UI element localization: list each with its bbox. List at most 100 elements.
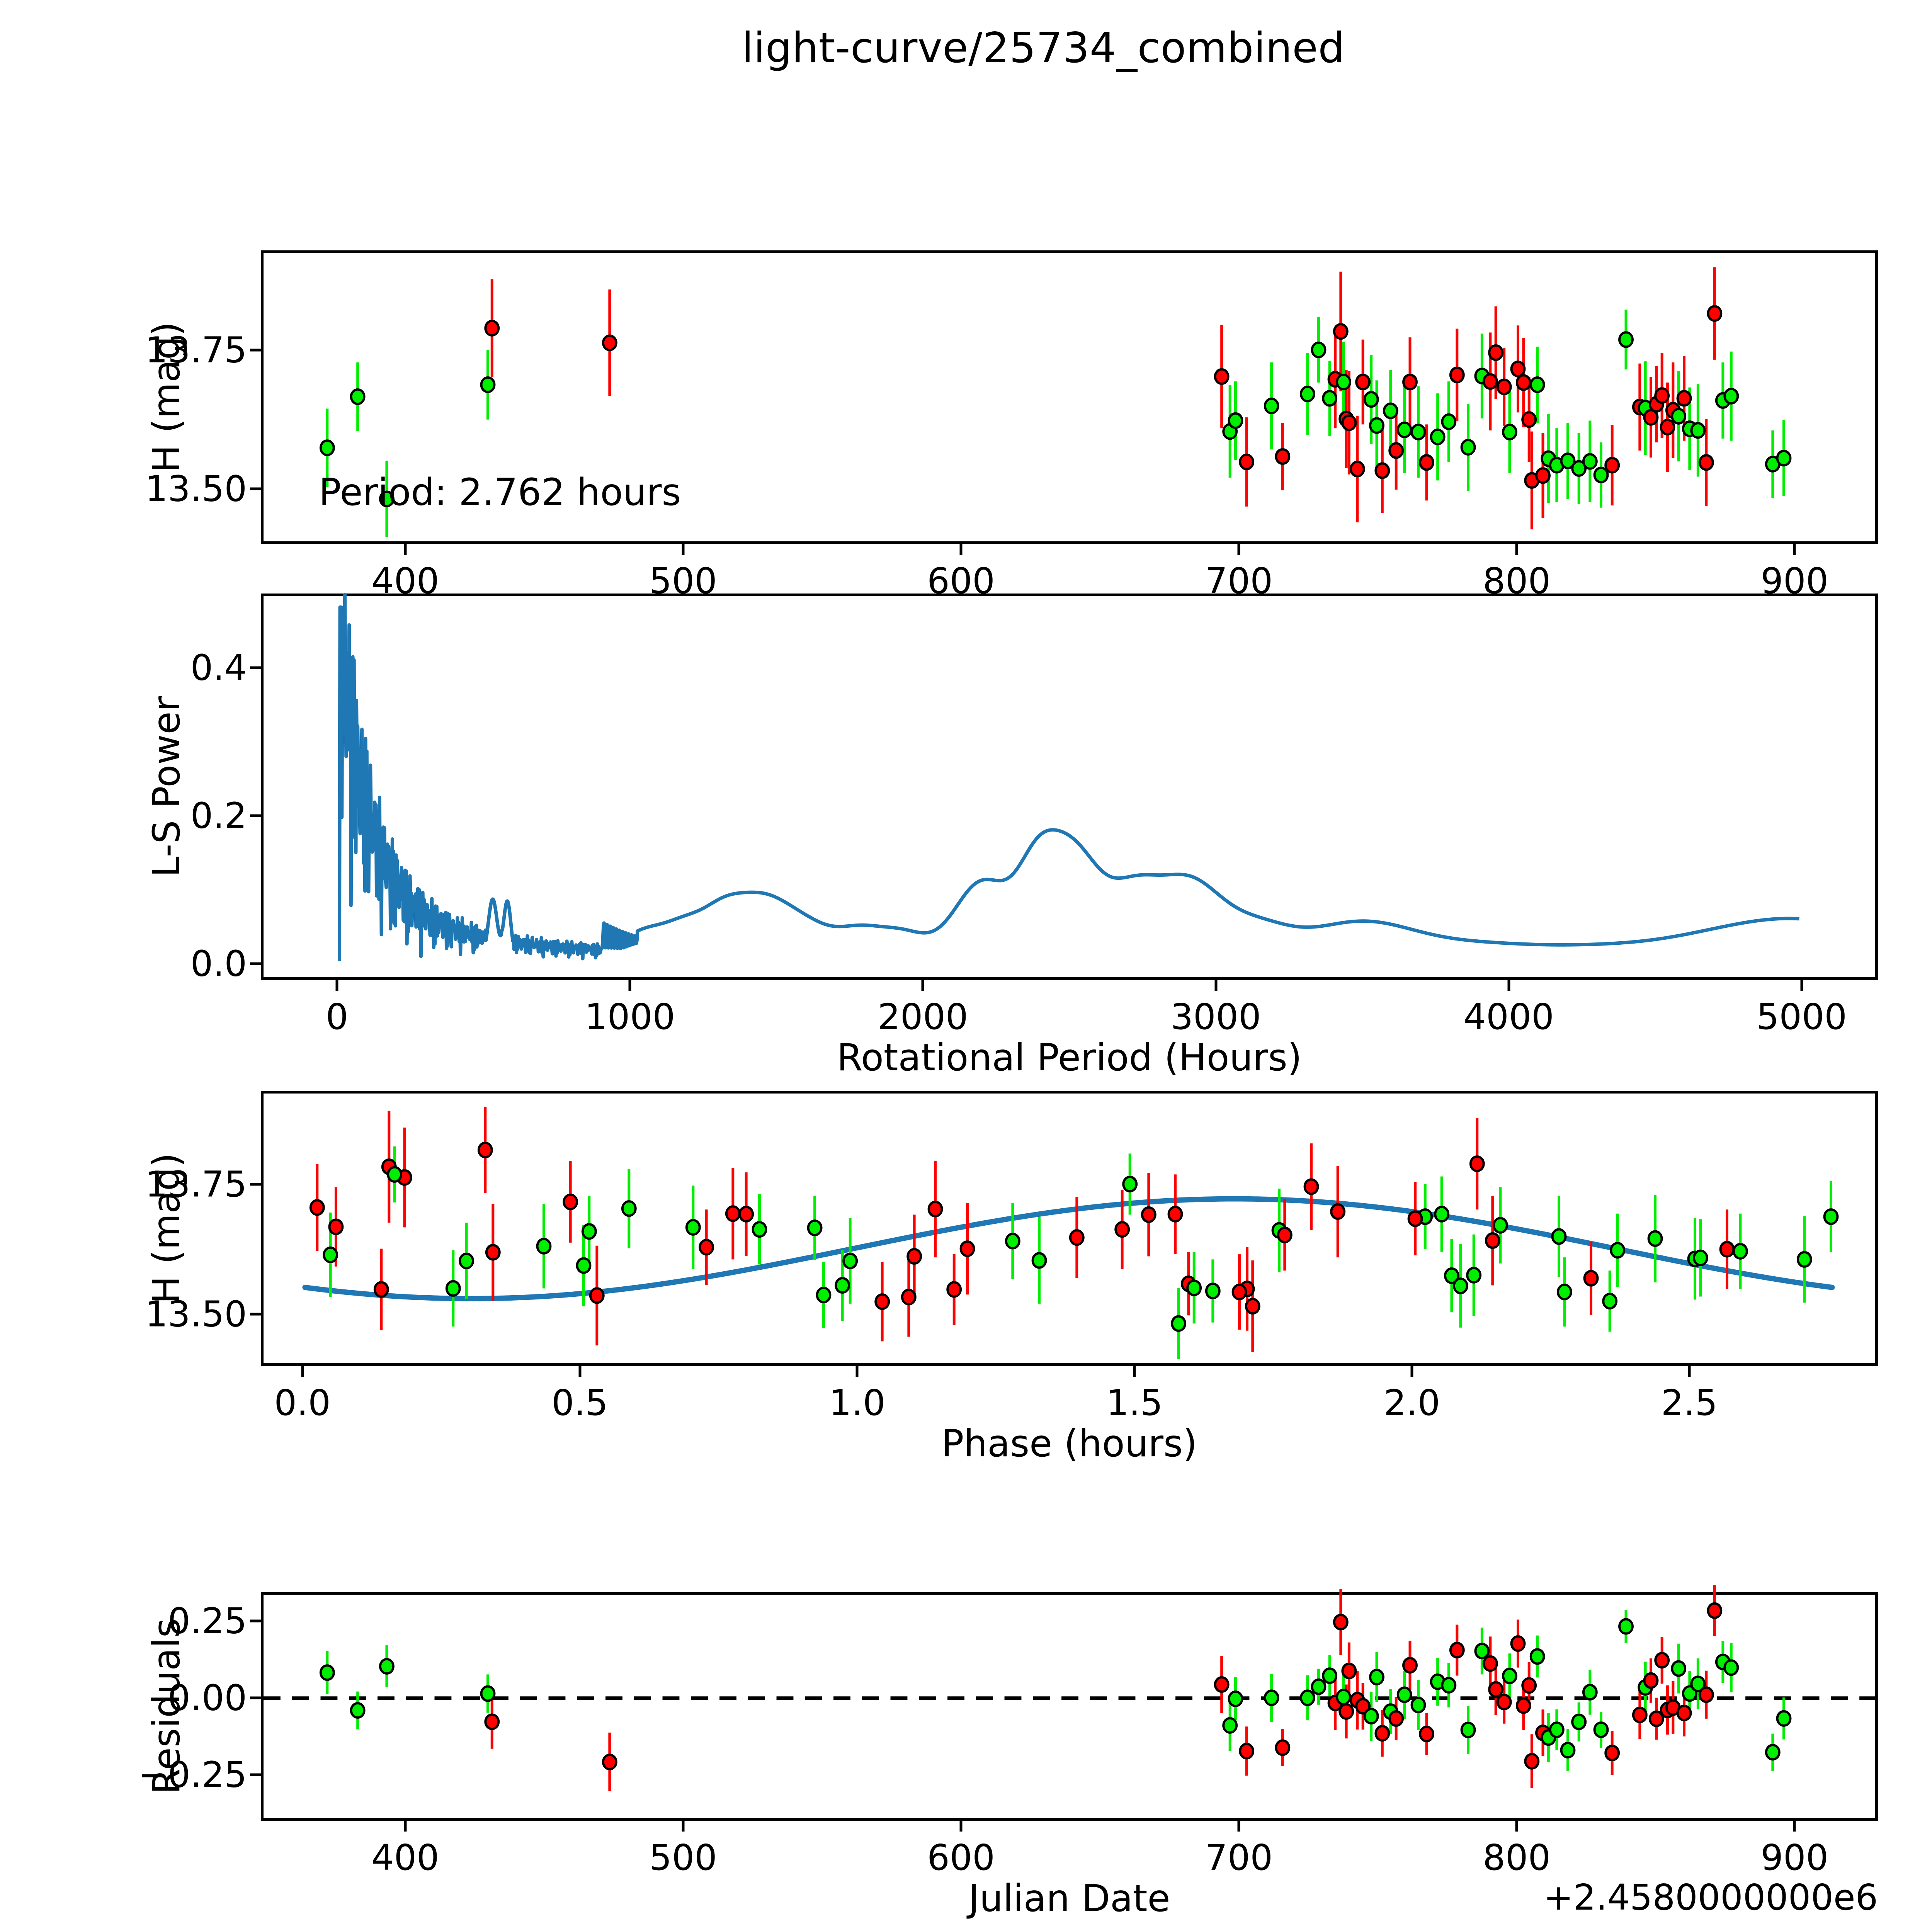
x-tick-mark [1237,544,1240,555]
y-tick-mark [250,814,261,817]
x-tick-label: 1000 [585,996,675,1037]
data-point-marker [1560,1742,1576,1759]
data-point-marker [1205,1282,1221,1299]
data-point-marker [685,1219,701,1236]
x-tick-label: 900 [1760,1837,1829,1878]
data-point-marker [1336,373,1351,391]
data-point-marker [379,490,395,507]
data-point-marker [373,1281,389,1298]
x-axis-label: Phase (hours) [941,1422,1197,1465]
y-tick-mark [250,1696,261,1699]
data-point-marker [536,1238,552,1255]
data-point-marker [1556,1284,1572,1301]
x-tick-mark [1793,544,1796,555]
x-tick-label: 400 [371,1837,439,1878]
periodogram-curve [337,593,1801,961]
data-point-marker [1303,1178,1319,1195]
data-point-marker [1676,1704,1692,1721]
data-point-marker [1460,1721,1476,1738]
phase-folded-panel-decorations: 13.50 13.75 0.0 0.5 1.0 1.5 2.0 2.5 H (mag) Phase… [145,1091,1878,1465]
data-point-marker [350,1702,366,1719]
y-axis-label: Residuals [145,1618,188,1794]
data-point-marker [1593,466,1609,483]
data-point-marker [309,1199,325,1216]
x-tick-label: 700 [1205,1837,1273,1878]
data-point-marker [1593,1721,1609,1738]
data-point-marker [1643,409,1659,426]
data-point-marker [1692,1249,1708,1266]
x-tick-label: 600 [927,1837,995,1878]
data-point-marker [1496,378,1512,395]
data-point-marker [1618,331,1634,348]
x-tick-mark [404,544,407,555]
data-point-marker [1654,1652,1670,1669]
x-tick-mark [335,980,338,991]
residuals-panel-decorations: 0.25 0.00 −0.25 400 500 600 700 800 900 Residuals… [138,1592,1878,1920]
data-point-marker [1222,1717,1238,1734]
data-point-marker [1765,1744,1781,1761]
data-point-marker [1363,1708,1379,1725]
data-point-marker [1582,1684,1598,1701]
x-tick-mark [1800,980,1803,991]
data-point-marker [1776,1710,1792,1727]
data-point-marker [1311,341,1327,359]
data-point-marker [1496,1694,1512,1711]
data-point-marker [927,1201,943,1218]
x-tick-mark [301,1366,304,1377]
data-point-marker [1299,385,1315,403]
data-point-marker [328,1218,344,1235]
data-point-marker [319,439,335,456]
data-point-marker [1654,387,1670,404]
data-point-marker [946,1281,962,1298]
data-point-marker [1466,1267,1482,1284]
data-point-marker [1521,411,1537,428]
data-point-marker [1441,1677,1457,1694]
data-point-marker [1374,462,1390,479]
period-annotation: Period: 2.762 hours [319,471,681,514]
data-point-marker [602,334,617,351]
data-point-marker [480,1685,496,1702]
data-point-marker [1005,1233,1020,1250]
data-point-marker [1355,1698,1371,1715]
data-point-marker [1388,1710,1404,1727]
data-point-marker [1776,450,1792,467]
data-point-marker [1322,390,1338,407]
data-point-marker [1444,1267,1459,1284]
data-point-marker [459,1252,474,1269]
data-point-marker [1648,1710,1664,1727]
data-point-marker [323,1246,338,1264]
axis-offset-text: +2.4580000000e6 [1543,1877,1878,1918]
y-tick-label: −0.25 [138,1754,247,1796]
data-point-marker [1167,1206,1183,1223]
y-tick-label: 0.0 [190,943,247,985]
y-tick-mark [250,962,261,965]
x-tick-label: 2.5 [1661,1382,1718,1423]
data-point-marker [1277,1226,1293,1243]
data-point-marker [1407,1210,1423,1227]
data-point-marker [1239,1743,1255,1760]
y-axis-label: H (mag) [145,1153,188,1304]
data-point-marker [1330,1203,1346,1220]
data-point-marker [1369,417,1384,434]
data-point-marker [1434,1206,1450,1223]
x-tick-mark [1237,1821,1240,1832]
y-tick-mark [250,1183,261,1186]
x-tick-mark [921,980,924,991]
x-tick-mark [959,1821,963,1832]
data-point-marker [1402,373,1418,391]
data-point-group [319,1585,1792,1791]
x-tick-label: 3000 [1170,996,1261,1037]
data-point-marker [816,1286,832,1304]
data-point-marker [1632,1706,1648,1723]
data-point-marker [1363,391,1379,408]
data-point-marker [1231,1284,1247,1301]
data-point-marker [1402,1657,1418,1674]
data-point-marker [1535,467,1551,484]
data-point-marker [1515,1697,1531,1714]
data-point-marker [1264,397,1279,415]
data-point-marker [1430,429,1446,446]
data-point-marker [1502,1667,1517,1684]
periodogram-panel [261,593,1878,980]
data-point-marker [1551,1228,1567,1245]
data-point-marker [842,1252,858,1269]
